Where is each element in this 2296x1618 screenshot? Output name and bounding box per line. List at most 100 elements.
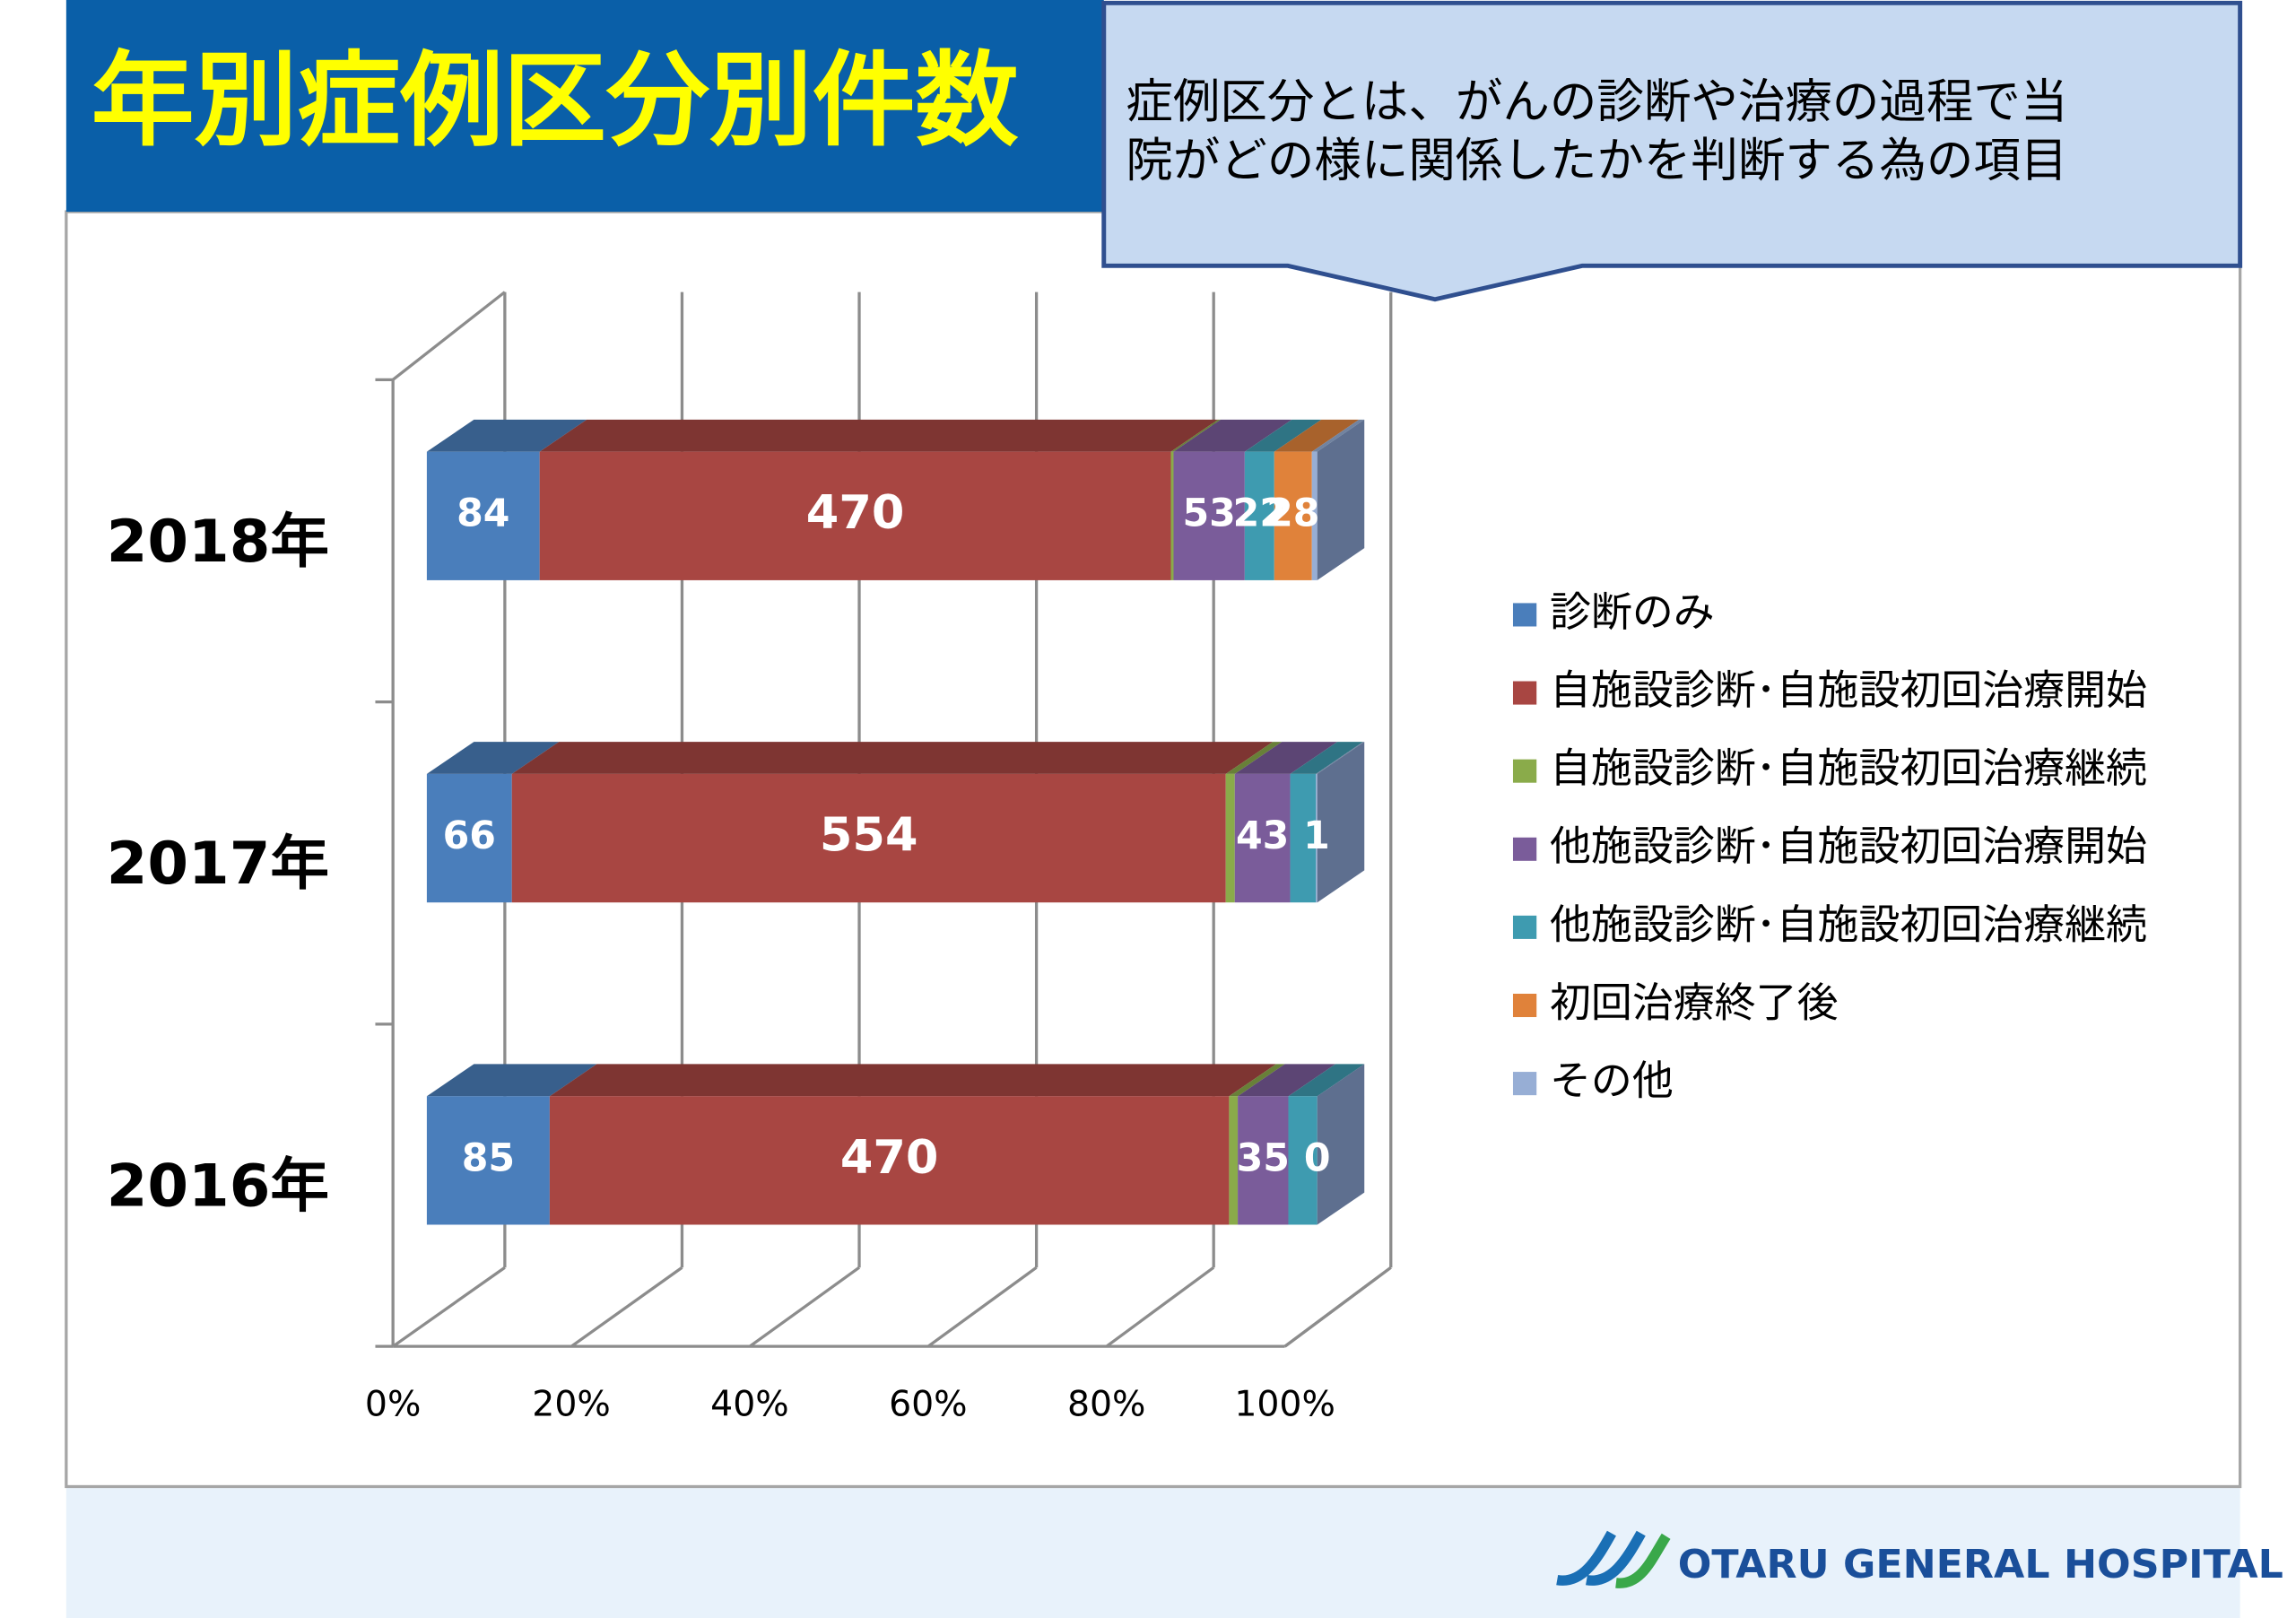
grid-line <box>926 1266 1038 1348</box>
bar-front <box>1234 773 1291 903</box>
x-tick-label: 40% <box>710 1385 789 1425</box>
legend-swatch <box>1512 837 1537 861</box>
legend-swatch <box>1512 603 1537 627</box>
data-label: 554 <box>820 808 918 863</box>
bar-end <box>1317 742 1365 903</box>
data-label: 43 <box>1236 814 1289 858</box>
bar-segment <box>426 742 560 903</box>
grid-line <box>748 1266 860 1348</box>
legend-label: 自施設診断･自施設初回治療開始 <box>1550 666 2147 714</box>
bar-front <box>1288 1096 1318 1225</box>
legend-swatch <box>1512 993 1537 1018</box>
bar-front <box>1173 451 1245 580</box>
grid-line <box>570 1266 683 1348</box>
bar-segment <box>1311 419 1365 580</box>
legend-swatch <box>1512 681 1537 705</box>
bar-top <box>1288 1064 1365 1097</box>
bar-segment <box>549 1064 1276 1225</box>
y-tick-label: 2017年 <box>107 830 329 898</box>
x-tick-label: 20% <box>532 1385 611 1425</box>
bar-top <box>1234 742 1338 774</box>
bar-segment <box>539 419 1219 580</box>
callout-line: 院がどの様に関係したかを判断する為の項目 <box>1126 133 2067 187</box>
bar-front <box>1311 451 1318 580</box>
y-tick-label: 2016年 <box>107 1153 329 1221</box>
data-label: 85 <box>462 1136 515 1180</box>
bar-segment <box>1170 419 1222 580</box>
bar-segment <box>1238 1064 1335 1225</box>
axis-line <box>392 291 506 381</box>
bar-segment <box>1288 1064 1365 1225</box>
bar-segment <box>511 742 1274 903</box>
legend-swatch <box>1512 759 1537 783</box>
grid-line <box>1283 1266 1392 1348</box>
bar-segment <box>1234 742 1338 903</box>
bar-front <box>549 1096 1230 1225</box>
bar-end <box>1317 1064 1365 1225</box>
bar-segment <box>1244 419 1322 580</box>
bar-segment <box>426 419 587 580</box>
data-label: 22 <box>1233 492 1286 536</box>
logo-mark <box>1556 1530 1646 1586</box>
y-tick-label: 2018年 <box>107 508 329 576</box>
bar-front <box>1238 1096 1289 1225</box>
data-label: 470 <box>840 1130 939 1185</box>
grid-line <box>392 1266 506 1348</box>
bar-top <box>1290 742 1363 774</box>
footer-band <box>65 1486 2240 1618</box>
legend-swatch <box>1512 915 1537 939</box>
bar-segment <box>1173 419 1292 580</box>
legend-swatch <box>1512 1072 1537 1096</box>
header-band <box>65 0 1104 213</box>
bar-top <box>539 419 1219 452</box>
data-label: 35 <box>1237 1136 1290 1180</box>
bar-front <box>1290 773 1317 903</box>
legend-label: その他 <box>1550 1057 1674 1105</box>
callout-line: 症例区分とは、がんの診断や治療の過程で当 <box>1126 74 2067 129</box>
data-label: 84 <box>457 492 509 536</box>
x-tick-label: 60% <box>889 1385 968 1425</box>
bar-top <box>426 419 587 452</box>
bar-front <box>426 773 512 903</box>
bar-front <box>1170 451 1174 580</box>
bar-top <box>426 742 560 774</box>
bar-top <box>1238 1064 1335 1097</box>
callout-box <box>1101 0 2243 302</box>
bar-segment <box>1225 742 1283 903</box>
bar-front <box>1274 451 1312 580</box>
bar-segment <box>426 1064 597 1225</box>
bar-front <box>426 1096 550 1225</box>
logo-text: OTARU GENERAL HOSPITAL <box>1678 1542 2283 1588</box>
legend-label: 他施設診断･自施設初回治療継続 <box>1550 900 2147 948</box>
bar-top <box>1170 419 1222 452</box>
bar-top <box>1229 1064 1285 1097</box>
data-label: 0 <box>1304 1136 1331 1180</box>
bar-front <box>539 451 1171 580</box>
data-label: 53 <box>1182 492 1235 536</box>
logo: OTARU GENERAL HOSPITAL <box>1556 1530 2283 1588</box>
bar-front <box>1316 773 1318 903</box>
bar-top <box>1173 419 1292 452</box>
bar-segment <box>1274 419 1360 580</box>
bar-top <box>549 1064 1276 1097</box>
logo-mark <box>1615 1533 1671 1588</box>
x-tick-label: 100% <box>1234 1385 1335 1425</box>
data-label: 66 <box>443 814 496 858</box>
data-label: 28 <box>1266 492 1319 536</box>
bar-front <box>511 773 1226 903</box>
bar-top <box>426 1064 597 1097</box>
bar-front <box>1225 773 1235 903</box>
x-tick-label: 0% <box>365 1385 421 1425</box>
title: 年別症例区分別件数 <box>91 41 1019 160</box>
bar-segment <box>1316 742 1365 903</box>
bar-top <box>1316 742 1365 774</box>
legend-label: 初回治療終了後 <box>1550 979 1839 1027</box>
bar-front <box>1244 451 1274 580</box>
bar-segment <box>1290 742 1363 903</box>
data-label: 1 <box>1303 814 1330 858</box>
legend-label: 自施設診断･自施設初回治療継続 <box>1550 744 2147 792</box>
bar-segment <box>1229 1064 1285 1225</box>
